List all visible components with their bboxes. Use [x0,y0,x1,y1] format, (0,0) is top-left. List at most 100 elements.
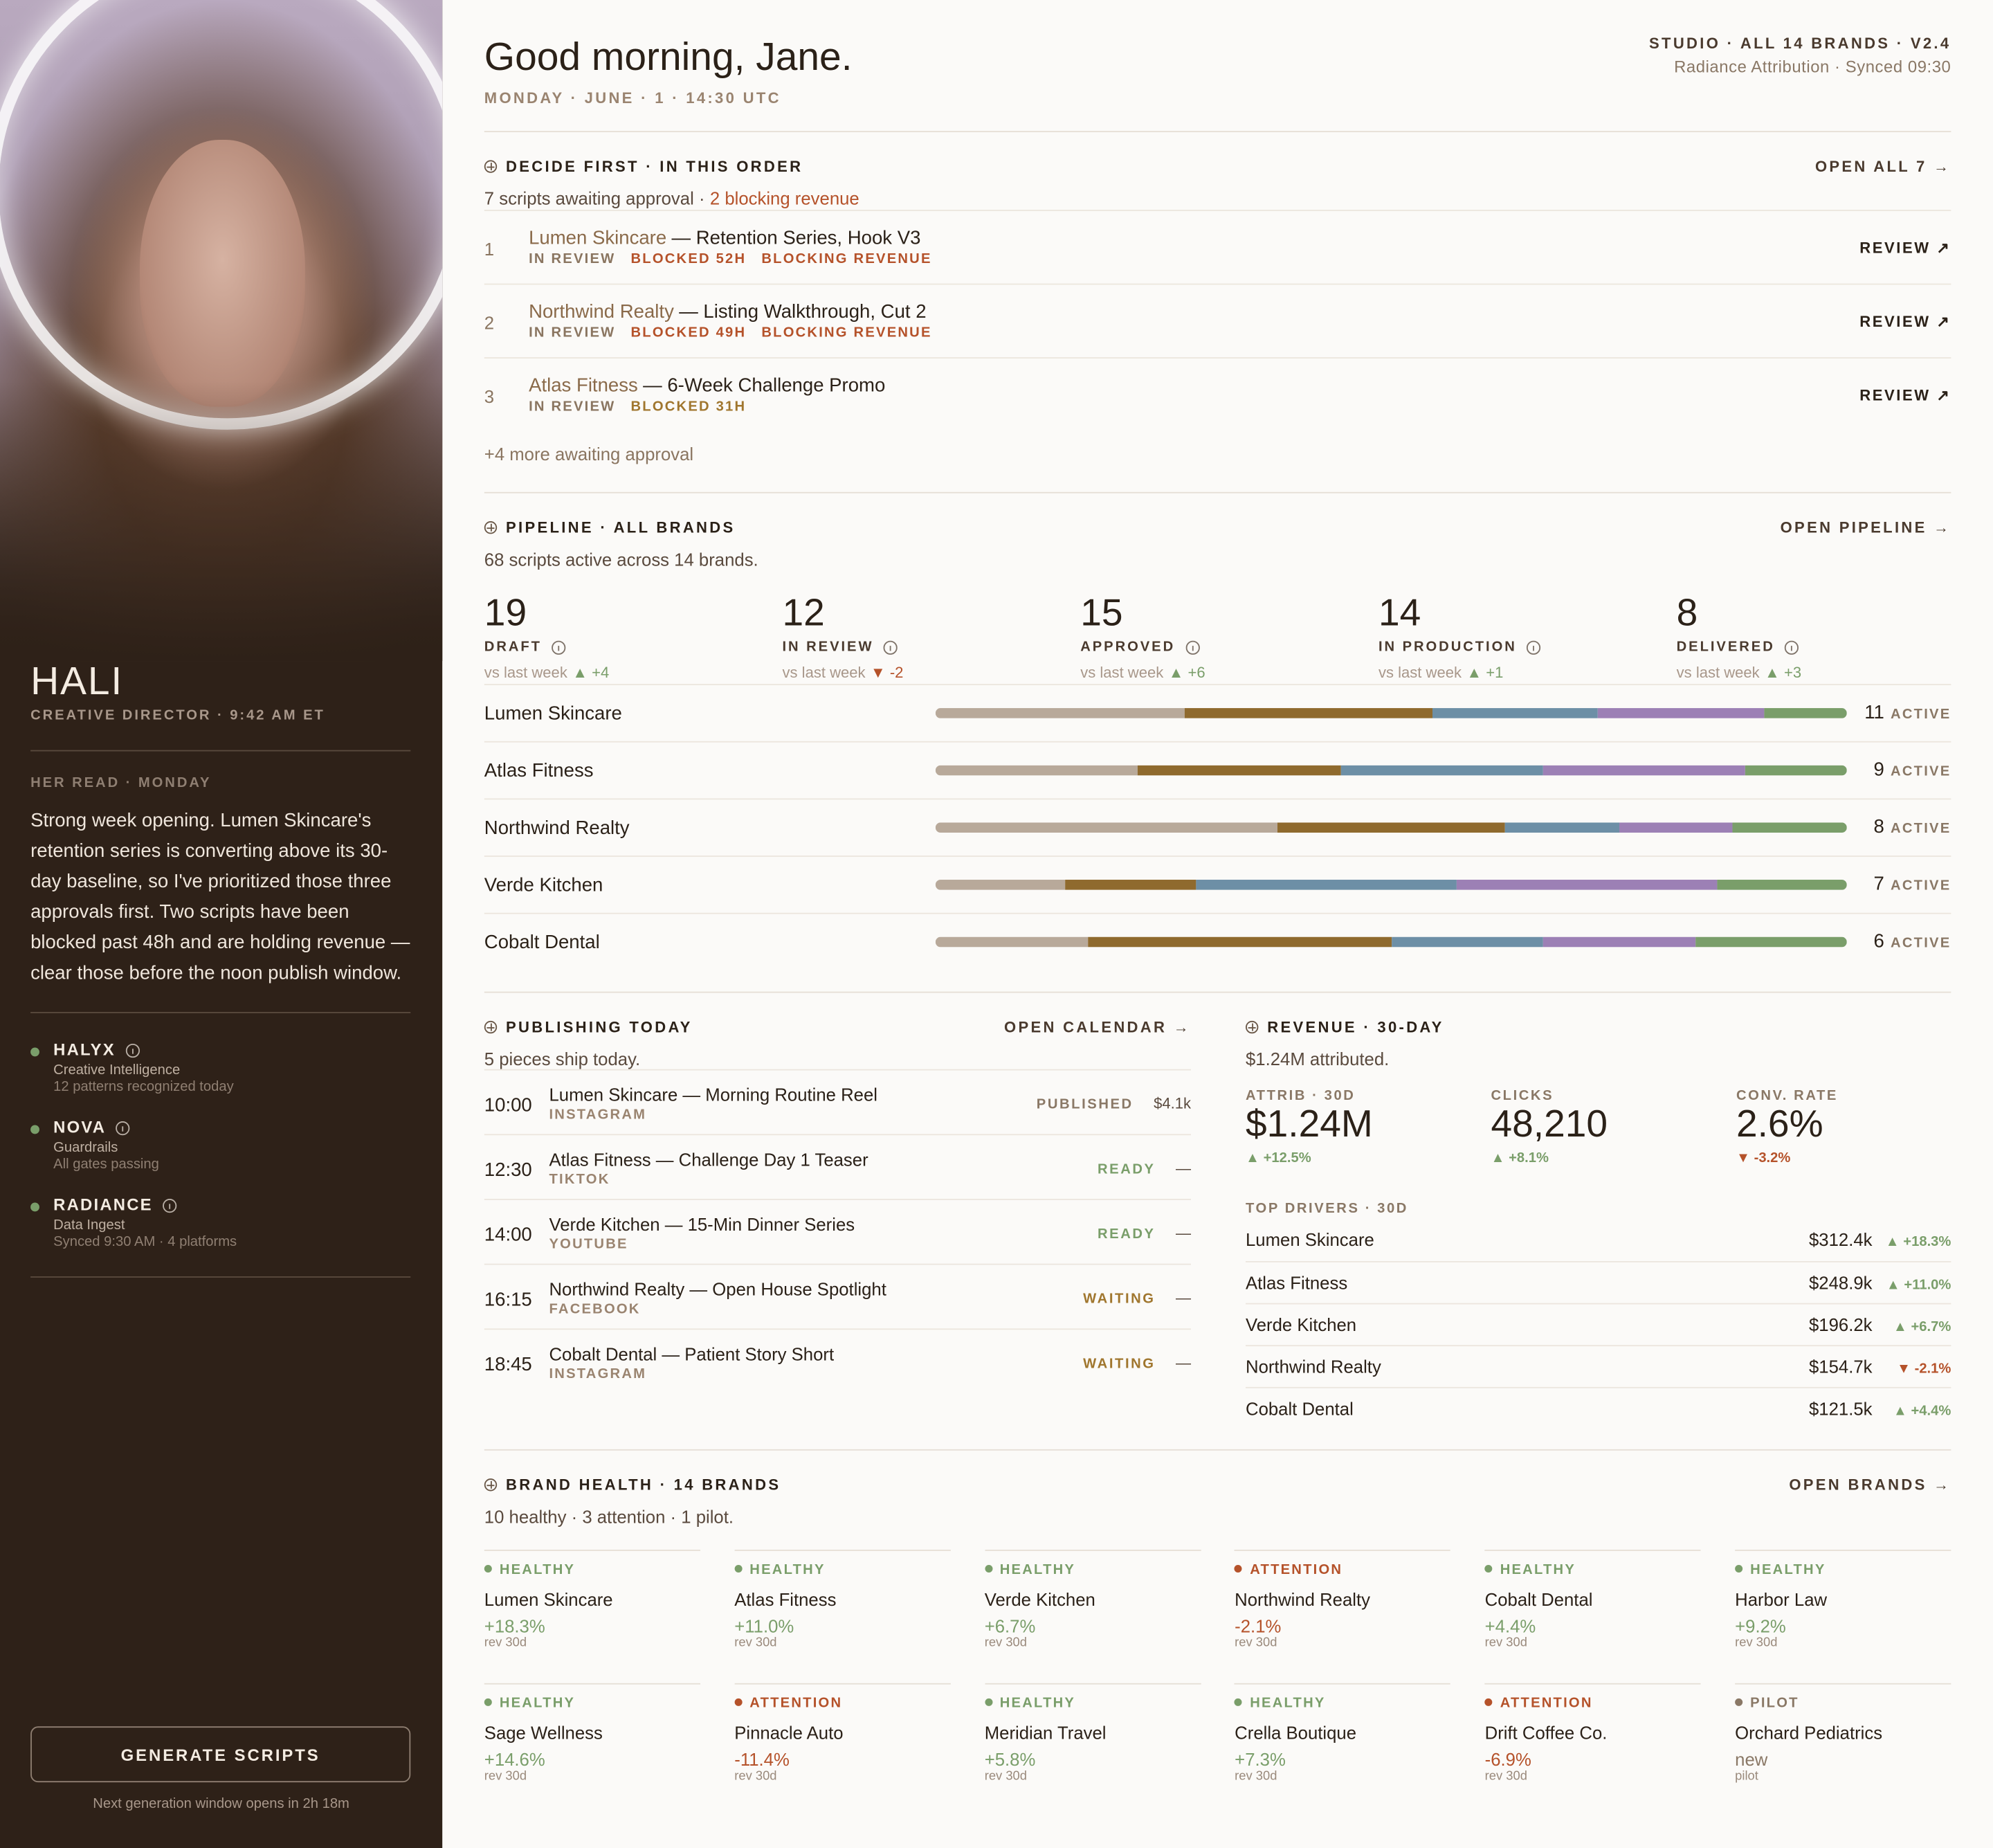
decision-row: 1 Lumen Skincare — Retention Series, Hook … [484,210,1951,284]
rank: 3 [484,386,495,407]
brand: Lumen Skincare — Retention Series, Hook V… [529,227,921,250]
agent-status: 12 patterns recognized today [53,1079,234,1095]
tag: BLOCKING REVENUE [761,325,932,341]
brand-name: Verde Kitchen [984,1588,1095,1610]
rank: 2 [484,312,495,334]
stage-compare: vs last week ▲ +1 [1378,663,1504,682]
stage-bar [935,765,1847,776]
brand-status: ATTENTION [734,1695,842,1710]
active-label: ACTIVE [1891,763,1951,779]
section-action[interactable]: OPEN CALENDAR → [1003,1018,1192,1036]
active-label: ACTIVE [1891,707,1951,723]
divider [30,1012,411,1013]
stage-compare: vs last week ▼ -2 [782,663,904,682]
read-text: Strong week opening. Lumen Skincare's re… [30,810,410,984]
bottom-row: PUBLISHING TODAY OPEN CALENDAR → 5 pieces … [484,993,1951,1451]
stage-delta: ▲ +4 [572,663,610,682]
info-icon [884,640,898,655]
more-link[interactable]: +4 more awaiting approval [484,444,694,464]
status-group: READY — [1098,1159,1191,1177]
main: Good morning, Jane. MONDAY · JUNE · 1 · … [484,0,1951,1832]
review-action[interactable]: REVIEW ↗ [1859,386,1951,405]
brand-name: Cobalt Dental [484,932,600,954]
section-title: PUBLISHING TODAY [506,1018,693,1036]
status-dot [30,1125,39,1134]
generate-button[interactable]: GENERATE SCRIPTS [30,1726,411,1783]
pipeline-section: PIPELINE · ALL BRANDS OPEN PIPELINE → 68 s… [484,493,1951,993]
bar-segment [1065,880,1196,890]
kpi-label: CONV. RATE [1736,1088,1838,1104]
brand-status: HEALTHY [484,1562,575,1577]
tag: BLOCKING REVENUE [761,251,932,267]
bar-segment [935,765,1138,776]
brand-name: Meridian Travel [984,1721,1107,1743]
driver-brand: Lumen Skincare [1246,1229,1374,1250]
tags: IN REVIEW BLOCKED 31H [529,399,761,415]
bar-segment [935,822,1277,833]
brand-name: Atlas Fitness [484,760,594,782]
stage-delta: ▲ +6 [1168,663,1205,682]
section-action[interactable]: OPEN BRANDS → [1789,1476,1951,1494]
brand-card: HEALTHY Lumen Skincare +18.3% rev 30d [484,1549,701,1678]
kpi-delta: ▲ +8.1% [1491,1150,1549,1166]
tag: BLOCKED 49H [630,325,747,341]
driver-row: Northwind Realty $154.7k ▼ -2.1% [1246,1345,1951,1387]
pipeline-row: Atlas Fitness 9 ACTIVE [484,741,1951,799]
brand-card: HEALTHY Verde Kitchen +6.7% rev 30d [984,1549,1201,1678]
stage-compare: vs last week ▲ +4 [484,663,610,682]
info-icon [125,1044,140,1058]
status-dot [30,1202,39,1212]
brand-name: Northwind Realty [484,817,630,840]
active-count: 9 ACTIVE [1873,759,1951,781]
piece-value: — [1175,1289,1192,1307]
brand-note: rev 30d [734,1768,777,1784]
brand-note: rev 30d [1484,1636,1527,1651]
driver-value: $196.2k ▲ +6.7% [1808,1314,1951,1335]
platform: TIKTOK [549,1172,610,1188]
review-action[interactable]: REVIEW ↗ [1859,312,1951,331]
tag: IN REVIEW [529,399,616,415]
platform: YOUTUBE [549,1237,628,1253]
brand-card: PILOT Orchard Pediatrics new pilot [1735,1682,1951,1811]
brand-name: Sage Wellness [484,1721,603,1743]
read-label: HER READ · MONDAY [30,775,212,791]
status-group: WAITING — [1083,1354,1191,1372]
section-title: BRAND HEALTH · 14 BRANDS [506,1476,781,1494]
section-title: DECIDE FIRST · IN THIS ORDER [506,157,803,176]
time: 18:45 [484,1354,532,1376]
info-icon [163,1199,177,1213]
time: 16:15 [484,1289,532,1311]
driver-brand: Northwind Realty [1246,1356,1381,1377]
kpi-value: 2.6% [1736,1103,1823,1145]
brand-note: rev 30d [484,1636,527,1651]
review-action[interactable]: REVIEW ↗ [1859,239,1951,257]
stage-label: IN REVIEW [783,640,898,655]
brand-status: HEALTHY [985,1695,1075,1710]
active-count: 7 ACTIVE [1873,873,1951,896]
bar-segment [1745,765,1847,776]
status: PUBLISHED [1036,1097,1134,1113]
divider [30,750,411,752]
section-action[interactable]: OPEN PIPELINE → [1780,518,1951,537]
brand-note: rev 30d [1484,1768,1527,1784]
agent-name: HALYX [53,1040,140,1059]
section-action[interactable]: OPEN ALL 7 → [1814,157,1951,176]
status: READY [1097,1226,1156,1242]
brand-note: rev 30d [984,1636,1027,1651]
stage-count: 12 [782,592,825,635]
brand-name: Lumen Skincare [484,1588,613,1610]
piece-value: — [1175,1224,1192,1242]
script-title: — 6-Week Challenge Promo [643,374,886,397]
active-label: ACTIVE [1891,935,1951,951]
piece-value: $4.1k [1154,1094,1192,1113]
tag: IN REVIEW [529,251,616,267]
time: 14:00 [484,1224,532,1247]
divider [30,1276,411,1278]
bar-segment [1138,765,1341,776]
section-header: PUBLISHING TODAY OPEN CALENDAR → [484,1018,1191,1038]
brand-name: Harbor Law [1735,1588,1828,1610]
stage-bar [935,936,1847,948]
platform: FACEBOOK [549,1301,641,1317]
